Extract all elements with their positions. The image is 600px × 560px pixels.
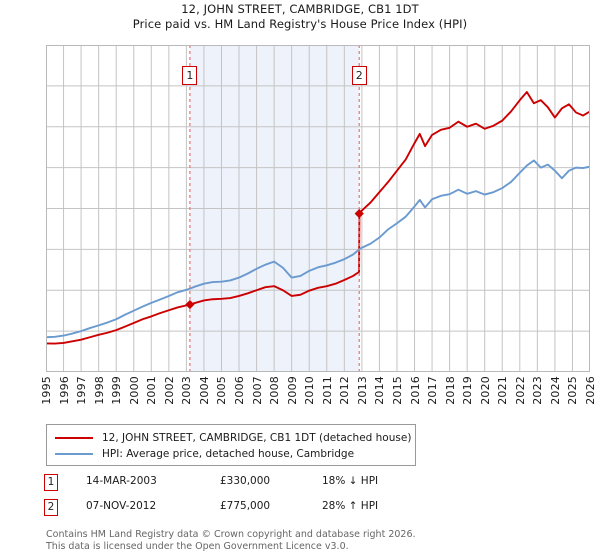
x-axis-tick-label: 2002 [162, 376, 176, 405]
x-axis-tick-label: 2013 [355, 376, 369, 405]
x-axis-tick-label: 2014 [373, 376, 387, 405]
x-axis-tick-label: 2008 [268, 376, 282, 405]
sale-marker-1[interactable]: 1 [182, 66, 198, 85]
transaction-price-2: £775,000 [220, 500, 271, 512]
x-axis-tick-label: 2012 [338, 376, 352, 405]
x-axis-tick-label: 2025 [566, 376, 580, 405]
x-axis-tick-label: 1999 [110, 376, 124, 405]
table-row[interactable]: 1 14-MAR-2003 £330,000 18% ↓ HPI [44, 474, 444, 499]
x-axis-tick-label: 1997 [75, 376, 89, 405]
x-axis-tick-label: 2016 [408, 376, 422, 405]
x-axis-tick-label: 1995 [40, 376, 53, 405]
x-axis-tick-label: 2023 [531, 376, 545, 405]
transaction-date-1: 14-MAR-2003 [86, 475, 157, 487]
x-axis-tick-label: 1996 [57, 376, 71, 405]
x-axis-tick-label: 2009 [285, 376, 299, 405]
x-axis-tick-label: 2000 [127, 376, 141, 405]
title-block: 12, JOHN STREET, CAMBRIDGE, CB1 1DT Pric… [0, 2, 600, 32]
chart-container: £0£200K£400K£600K£800K£1M£1.2M£1.4M£1.6M… [0, 33, 600, 405]
x-axis-tick-label: 2011 [320, 376, 334, 405]
x-axis-tick-label: 2015 [390, 376, 404, 405]
x-axis-tick-label: 2006 [233, 376, 247, 405]
transaction-price-1: £330,000 [220, 475, 271, 487]
page-subtitle: Price paid vs. HM Land Registry's House … [132, 17, 468, 31]
x-axis-tick-label: 2004 [197, 376, 211, 405]
transaction-badge-1: 1 [44, 474, 58, 491]
chart-legend: 12, JOHN STREET, CAMBRIDGE, CB1 1DT (det… [46, 424, 416, 466]
transaction-hpi-delta-2: 28% ↑ HPI [322, 500, 379, 512]
footer-attribution: Contains HM Land Registry data © Crown c… [46, 529, 586, 552]
x-axis-tick-label: 2018 [443, 376, 457, 405]
x-axis-labels: 1995 1996 1997 1998 1999 2000 2001 2002 2003 2004… [40, 376, 597, 416]
x-axis-tick-label: 2010 [303, 376, 317, 405]
x-axis-tick-label: 2022 [513, 376, 527, 405]
x-axis-tick-label: 2024 [548, 376, 562, 405]
x-axis-tick-label: 2020 [478, 376, 492, 405]
sale-marker-2[interactable]: 2 [351, 66, 367, 85]
x-axis-tick-label: 2019 [461, 376, 475, 405]
x-axis-tick-label: 2026 [584, 376, 597, 405]
transactions-table: 1 14-MAR-2003 £330,000 18% ↓ HPI 2 07-NO… [44, 474, 444, 524]
x-axis-tick-label: 2017 [426, 376, 440, 405]
legend-label-property: 12, JOHN STREET, CAMBRIDGE, CB1 1DT (det… [102, 432, 412, 444]
x-axis-tick-label: 2001 [145, 376, 159, 405]
legend-entry-hpi: HPI: Average price, detached house, Camb… [55, 446, 407, 462]
legend-swatch-property [55, 437, 93, 439]
page-title: 12, JOHN STREET, CAMBRIDGE, CB1 1DT [181, 2, 419, 16]
footer-line-1: Contains HM Land Registry data © Crown c… [46, 529, 416, 540]
table-row[interactable]: 2 07-NOV-2012 £775,000 28% ↑ HPI [44, 499, 444, 524]
x-axis-tick-label: 2021 [496, 376, 510, 405]
x-axis-tick-label: 2007 [250, 376, 264, 405]
x-axis-tick-label: 2003 [180, 376, 194, 405]
legend-swatch-hpi [55, 453, 93, 455]
transaction-hpi-delta-1: 18% ↓ HPI [322, 475, 379, 487]
footer-line-2: This data is licensed under the Open Gov… [46, 540, 349, 552]
chart-svg [46, 45, 590, 372]
legend-label-hpi: HPI: Average price, detached house, Camb… [102, 448, 355, 460]
x-axis-tick-label: 2005 [215, 376, 229, 405]
legend-entry-property: 12, JOHN STREET, CAMBRIDGE, CB1 1DT (det… [55, 430, 411, 446]
transaction-badge-2: 2 [44, 499, 58, 516]
transaction-date-2: 07-NOV-2012 [86, 500, 157, 512]
x-axis-tick-label: 1998 [92, 376, 106, 405]
